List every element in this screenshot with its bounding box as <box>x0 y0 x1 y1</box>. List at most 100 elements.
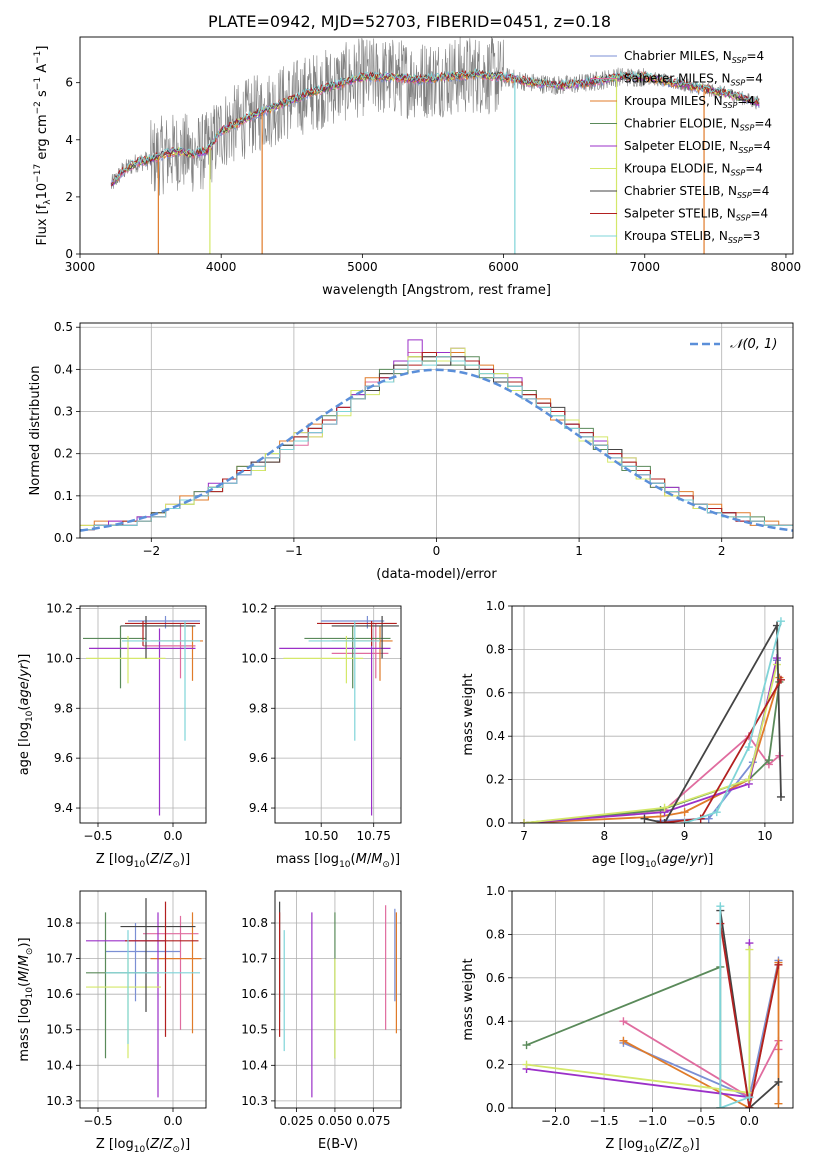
y-tick-label: 10.3 <box>241 1094 268 1108</box>
y-tick-label: 0.0 <box>54 531 73 545</box>
x-tick-label: 0.050 <box>318 1114 352 1128</box>
weight-marker <box>774 960 783 969</box>
x-tick-label: 5000 <box>347 260 378 274</box>
y-tick-label: 0.3 <box>54 405 73 419</box>
x-tick-label: 8 <box>601 829 609 843</box>
weight-line-salpeter_elodie <box>526 943 751 1099</box>
weight-line-kroupa_elodie <box>523 664 778 823</box>
y-tick-label: 0.0 <box>486 816 505 830</box>
plot-area-mass_vs_z <box>86 898 202 1098</box>
x-tick-label: 0.075 <box>356 1114 390 1128</box>
x-tick-label: 0.0 <box>740 1114 759 1128</box>
legend-label: Kroupa STELIB, NSSP=3 <box>624 229 760 245</box>
axes-frame <box>511 605 794 824</box>
axes-frame <box>79 322 794 539</box>
weight-marker <box>660 819 669 823</box>
y-tick-label: 9.4 <box>54 801 73 815</box>
y-axis-label: mass [log10(M/M⊙)] <box>17 937 35 1061</box>
weight-line-chabrier_miles <box>660 660 778 822</box>
weight-marker <box>520 819 529 823</box>
y-tick-label: 0 <box>65 247 73 261</box>
weight-marker <box>745 945 754 954</box>
panel-mass_vs_z: −0.5 0.0 10.3 10.4 10.5 10.6 10.7 10.8 Z [log10(… <box>17 890 207 1155</box>
x-tick-label: 4000 <box>206 260 237 274</box>
x-axis-label: mass [log10(M/M⊙)] <box>276 852 400 870</box>
y-tick-label: 0.6 <box>486 971 505 985</box>
y-axis-label: mass weight <box>461 673 476 755</box>
x-axis-label: Z [log10(Z/Z⊙)] <box>605 1137 699 1155</box>
weight-marker <box>774 1099 783 1108</box>
weight-marker <box>744 775 753 784</box>
plot-area-residuals <box>80 339 793 532</box>
legend-label: Chabrier ELODIE, NSSP=4 <box>624 117 772 133</box>
x-tick-label: 0 <box>433 544 441 558</box>
legend-label: Chabrier STELIB, NSSP=4 <box>624 184 769 200</box>
panel-mass_vs_ebv: 0.025 0.050 0.075 10.3 10.4 10.5 10.6 10.7 10.8 E… <box>241 890 402 1152</box>
histogram-kroupa_stelib <box>80 356 793 531</box>
weight-marker <box>776 792 785 801</box>
y-tick-label: 10.7 <box>241 952 268 966</box>
data-spectrum-line <box>110 37 760 196</box>
y-tick-label: 0.2 <box>486 773 505 787</box>
y-tick-label: 10.3 <box>46 1094 73 1108</box>
x-tick-label: 3000 <box>65 260 96 274</box>
weight-marker <box>660 803 669 812</box>
y-tick-label: 0.8 <box>486 927 505 941</box>
x-tick-label: −2.0 <box>541 1114 570 1128</box>
weight-marker <box>774 1077 783 1086</box>
legend-label: Kroupa ELODIE, NSSP=4 <box>624 162 763 178</box>
axes-frame <box>274 605 402 824</box>
y-tick-label: 10.0 <box>46 651 73 665</box>
y-axis-label: Normed distribution <box>28 366 43 496</box>
x-tick-label: 1 <box>575 544 583 558</box>
panel-age_vs_mass: 10.50 10.75 9.4 9.6 9.8 10.0 10.2 mass [log10(M… <box>241 601 402 870</box>
weight-marker <box>680 819 689 823</box>
weight-line-chabrier_stelib <box>719 910 780 1108</box>
y-tick-label: 10.5 <box>241 1023 268 1037</box>
y-tick-label: 0.4 <box>486 1014 505 1028</box>
weight-marker <box>619 1036 628 1045</box>
plot-area-mass_vs_ebv <box>279 901 397 1098</box>
x-tick-label: −1.5 <box>589 1114 618 1128</box>
y-tick-label: 10.8 <box>46 916 73 930</box>
y-tick-label: 1.0 <box>486 599 505 613</box>
x-tick-label: −0.5 <box>83 1114 112 1128</box>
x-tick-label: 7000 <box>629 260 660 274</box>
weight-line-chabrier_elodie <box>523 681 781 823</box>
y-tick-label: 10.4 <box>241 1058 268 1072</box>
y-tick-label: 10.2 <box>46 601 73 615</box>
x-tick-label: −2 <box>142 544 160 558</box>
axes-frame <box>274 890 402 1109</box>
y-tick-label: 0.4 <box>486 729 505 743</box>
legend-label: Salpeter STELIB, NSSP=4 <box>624 207 768 223</box>
x-tick-label: 10 <box>757 829 772 843</box>
legend-label: Kroupa MILES, NSSP=4 <box>624 94 755 110</box>
y-tick-label: 10.8 <box>241 916 268 930</box>
y-tick-label: 10.2 <box>241 601 268 615</box>
weight-marker <box>712 808 721 817</box>
weight-line-salpeter_elodie <box>523 657 778 823</box>
weight-marker <box>744 743 753 752</box>
y-tick-label: 10.5 <box>46 1023 73 1037</box>
weight-marker <box>745 1093 754 1102</box>
panel-spectrum: 3000 4000 5000 6000 7000 8000 0 2 4 6 Chabrier MIL… <box>33 36 801 298</box>
y-tick-label: 1.0 <box>486 884 505 898</box>
legend-label: Chabrier MILES, NSSP=4 <box>624 49 764 65</box>
x-tick-label: 0.0 <box>163 829 182 843</box>
weight-line-salpeter_stelib <box>660 679 782 823</box>
x-tick-label: −0.5 <box>83 829 112 843</box>
x-axis-label: age [log10(age/yr)] <box>592 852 714 870</box>
y-tick-label: 2 <box>65 190 73 204</box>
weight-line-chabrier_stelib <box>644 622 782 823</box>
weight-line-salpeter_stelib <box>719 923 780 1108</box>
y-tick-label: 9.6 <box>54 751 73 765</box>
panel-age_vs_z: −0.5 0.0 9.4 9.6 9.8 10.0 10.2 Z [log10(Z/Z⊙)] a… <box>17 601 207 870</box>
axes-frame <box>511 890 794 1109</box>
weight-marker <box>656 819 665 823</box>
x-axis-label: wavelength [Angstrom, rest frame] <box>322 283 551 298</box>
x-tick-label: 9 <box>681 829 689 843</box>
x-tick-label: 7 <box>520 829 528 843</box>
x-tick-label: −1 <box>285 544 303 558</box>
y-tick-label: 6 <box>65 76 73 90</box>
spectrum-legend: Chabrier MILES, NSSP=4 Salpeter MILES, NS… <box>590 49 772 245</box>
